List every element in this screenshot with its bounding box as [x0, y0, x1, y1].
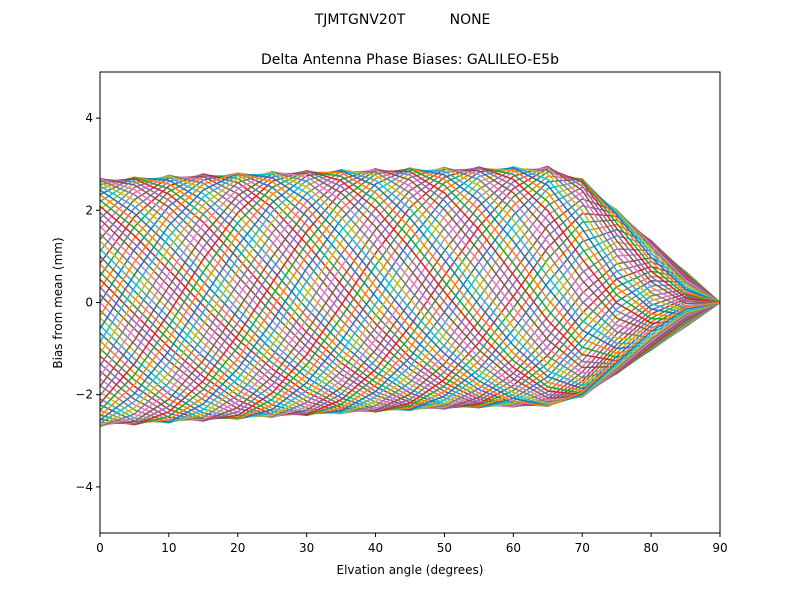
series-line: [99, 205, 721, 413]
series-line: [99, 171, 721, 401]
series-line: [99, 170, 721, 397]
series-line: [99, 174, 721, 408]
x-axis-label: Elvation angle (degrees): [337, 563, 484, 577]
series-line: [99, 166, 721, 423]
y-tick-label: −4: [75, 480, 93, 494]
x-tick-label: 10: [161, 541, 176, 555]
series-line: [99, 178, 721, 416]
x-tick-label: 30: [299, 541, 314, 555]
series-line: [99, 175, 721, 417]
series-line: [99, 194, 721, 412]
y-tick-label: 0: [85, 296, 93, 310]
series-line: [99, 174, 721, 408]
series-line: [99, 166, 721, 419]
series-line: [99, 182, 721, 415]
series-line: [99, 169, 721, 424]
series-line: [99, 189, 721, 411]
series-line: [99, 169, 721, 426]
y-tick-label: 4: [85, 111, 93, 125]
y-tick-label: −2: [75, 388, 93, 402]
chart-title: Delta Antenna Phase Biases: GALILEO-E5b: [261, 52, 559, 68]
series-line: [99, 167, 721, 425]
series-line: [99, 173, 721, 407]
y-axis: −4 −2 0 2 4: [75, 111, 100, 494]
x-tick-label: 70: [575, 541, 590, 555]
x-tick-label: 90: [712, 541, 727, 555]
x-tick-label: 0: [96, 541, 104, 555]
series-line: [99, 175, 721, 409]
series-group: [99, 165, 721, 428]
series-line: [99, 172, 721, 407]
series-line: [99, 170, 721, 404]
series-line: [99, 172, 721, 399]
x-tick-label: 50: [437, 541, 452, 555]
x-tick-label: 40: [368, 541, 383, 555]
series-line: [99, 171, 721, 405]
series-line: [99, 166, 721, 417]
series-line: [99, 175, 721, 408]
suptitle-antenna: TJMTGNV20T: [314, 12, 406, 28]
suptitle-radome: NONE: [450, 12, 491, 28]
series-line: [99, 168, 721, 422]
x-tick-label: 20: [230, 541, 245, 555]
series-line: [99, 172, 721, 407]
y-tick-label: 2: [85, 203, 93, 217]
series-line: [99, 167, 721, 421]
series-line: [99, 176, 721, 409]
series-line: [99, 167, 721, 424]
x-tick-label: 60: [506, 541, 521, 555]
series-line: [99, 168, 721, 426]
y-axis-label: Bias from mean (mm): [51, 237, 65, 368]
series-line: [99, 167, 721, 420]
x-tick-label: 80: [643, 541, 658, 555]
x-axis: 0 10 20 30 40 50 60 70 80 90: [96, 533, 728, 555]
series-line: [99, 168, 721, 418]
